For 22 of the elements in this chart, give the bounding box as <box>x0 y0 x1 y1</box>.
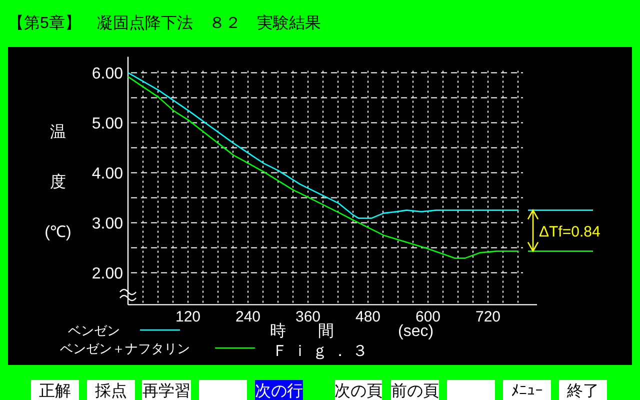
text: 正解 <box>39 383 71 400</box>
y-tick-label: 5.00 <box>92 116 124 133</box>
text: ﾒﾆｭｰ <box>511 383 543 400</box>
text: 終了 <box>566 383 599 400</box>
legend-label: ベンゼン <box>68 323 120 338</box>
y-tick-label: 2.00 <box>92 266 124 283</box>
text: 再学習 <box>142 382 190 400</box>
text: 採点 <box>95 382 127 400</box>
y-tick-label: 4.00 <box>92 166 124 183</box>
text: 次の行 <box>255 383 303 400</box>
text: Ｆｉｇ．３ <box>272 343 372 360</box>
text: 次の頁 <box>334 383 382 400</box>
text: ΔTf=0.84 <box>539 224 600 241</box>
text: 温度(℃) <box>44 124 72 241</box>
legend-label: ベンゼン＋ナフタリン <box>60 341 190 356</box>
chart-title: 【第5章】 凝固点降下法 ８２ 実験結果 <box>8 14 321 32</box>
x-tick-label: 120 <box>175 308 201 326</box>
text: 前の頁 <box>391 382 439 400</box>
x-tick-label: 240 <box>235 308 261 326</box>
y-tick-label: 3.00 <box>92 216 124 233</box>
y-tick-label: 6.00 <box>92 66 124 83</box>
x-tick-label: 720 <box>475 308 501 326</box>
